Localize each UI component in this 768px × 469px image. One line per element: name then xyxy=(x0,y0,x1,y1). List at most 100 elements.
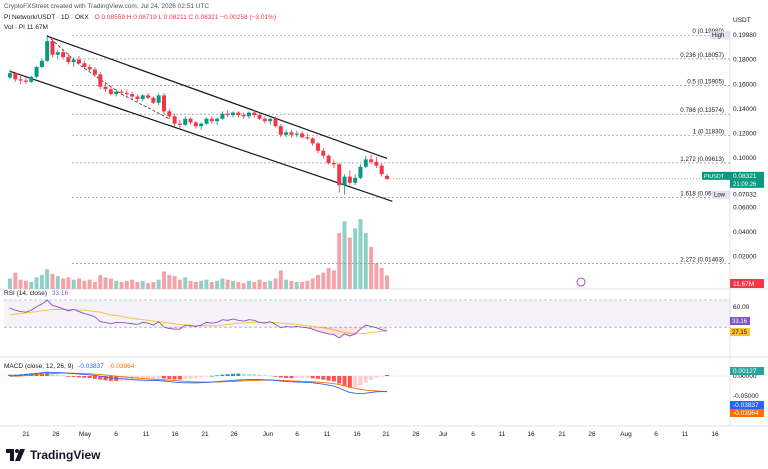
candle-body xyxy=(337,164,342,186)
volume-bar xyxy=(236,282,241,289)
candle-body xyxy=(326,155,331,164)
macd-histogram-bar xyxy=(199,376,204,378)
volume-bar xyxy=(326,268,331,289)
macd-histogram-bar xyxy=(321,376,326,380)
price-tick-label: 0.02000 xyxy=(733,254,757,261)
high-label: High xyxy=(712,33,724,39)
volume-bar xyxy=(98,275,103,289)
volume-bar xyxy=(257,279,262,289)
macd-histogram-bar xyxy=(71,376,76,377)
macd-histogram-bar xyxy=(369,376,374,380)
candle-body xyxy=(183,118,188,125)
candle-body xyxy=(151,97,156,103)
time-tick-label: 11 xyxy=(324,431,331,438)
symbol-badge xyxy=(702,171,730,180)
rsi-title: RSI (14, close) xyxy=(4,290,47,297)
candle-body xyxy=(188,118,193,123)
time-tick-label: 16 xyxy=(353,431,361,438)
macd-histogram-bar xyxy=(103,376,108,381)
macd-histogram-bar xyxy=(156,376,161,379)
symbol-title[interactable]: PI Network/USDT · 1D · OKX xyxy=(4,14,89,21)
macd-histogram-bar xyxy=(55,374,60,376)
candle-body xyxy=(347,176,352,183)
candle-body xyxy=(204,118,209,124)
candle-body xyxy=(379,165,384,175)
volume-bar xyxy=(231,280,236,289)
signal-value-badge xyxy=(730,409,764,417)
macd-histogram-bar xyxy=(315,376,320,379)
candle-body xyxy=(262,118,267,122)
candle-body xyxy=(369,159,374,162)
symbol-badge-label: PIUSDT xyxy=(704,174,725,180)
price-tick-label: 0.18000 xyxy=(733,57,757,64)
volume-bar xyxy=(82,280,87,289)
candle-body xyxy=(284,132,289,135)
event-icon[interactable] xyxy=(576,277,586,287)
macd-histogram-bar xyxy=(305,376,310,378)
macd-histogram-bar xyxy=(193,376,198,379)
macd-histogram-bar xyxy=(82,376,87,378)
time-tick-label: 21 xyxy=(558,431,566,438)
volume-bar xyxy=(315,275,320,289)
candle-body xyxy=(87,67,92,70)
time-tick-label: 26 xyxy=(412,431,420,438)
candle-body xyxy=(231,112,236,116)
candle-body xyxy=(215,118,220,122)
macd-histogram-bar xyxy=(374,376,379,378)
candle-body xyxy=(66,57,71,63)
macd-histogram-bar xyxy=(331,376,336,382)
volume-bar xyxy=(220,278,225,289)
volume-bar xyxy=(13,272,18,289)
candle-body xyxy=(119,91,124,93)
fib-level-label: 0 (0.19980) xyxy=(692,28,724,35)
macd-histogram-bar xyxy=(252,374,257,376)
macd-histogram-bar xyxy=(215,375,220,377)
candle-body xyxy=(268,118,273,122)
macd-tick-label: -0.05000 xyxy=(733,393,759,400)
volume-bar xyxy=(29,282,34,289)
volume-bar xyxy=(114,280,119,289)
price-tick-label: 0.14000 xyxy=(733,106,757,113)
macd-title: MACD (close, 12, 26, 9) xyxy=(4,363,74,370)
high-badge xyxy=(710,31,730,40)
volume-bar xyxy=(310,278,315,289)
volume-bar xyxy=(103,277,108,289)
volume-bar xyxy=(77,278,82,289)
macd-value-badge xyxy=(730,401,764,409)
volume-badge-value: 11.67M xyxy=(733,281,754,288)
macd-histogram-bar xyxy=(151,376,156,379)
candle-body xyxy=(82,63,87,68)
symbol-line: PI Network/USDT · 1D · OKX O 0.08559 H 0… xyxy=(4,14,276,21)
created-note: CryptoFXStreet created with TradingView.… xyxy=(4,3,210,10)
time-tick-label: 26 xyxy=(52,431,60,438)
volume-bar xyxy=(135,282,140,289)
volume-bar xyxy=(204,279,209,289)
volume-bar xyxy=(374,263,379,289)
macd-line xyxy=(9,371,388,395)
volume-bar xyxy=(246,280,251,289)
volume-bar xyxy=(167,275,172,289)
macd-histogram-bar xyxy=(358,376,363,386)
macd-histogram-bar xyxy=(188,376,193,379)
candle-body xyxy=(45,41,50,61)
volume-bar xyxy=(358,219,363,289)
macd-histogram-bar xyxy=(66,376,71,377)
macd-histogram-bar xyxy=(130,376,135,381)
candle-body xyxy=(18,79,23,81)
candle-body xyxy=(310,138,315,144)
macd-histogram-bar xyxy=(268,375,273,377)
time-tick-label: Aug xyxy=(620,431,632,438)
volume-bar xyxy=(369,247,374,289)
tradingview-logo[interactable]: TradingView xyxy=(6,448,100,462)
signal-legend-value: -0.03964 xyxy=(108,363,135,370)
time-tick-label: 16 xyxy=(171,431,179,438)
candle-body xyxy=(331,163,336,165)
time-tick-label: 21 xyxy=(201,431,209,438)
fib-level-label: 1 (0.11830) xyxy=(693,129,724,136)
candle-body xyxy=(135,96,140,100)
macd-histogram-bar xyxy=(236,373,241,376)
volume-bar xyxy=(331,270,336,289)
volume-bar xyxy=(8,278,12,289)
macd-histogram-bar xyxy=(289,376,294,379)
